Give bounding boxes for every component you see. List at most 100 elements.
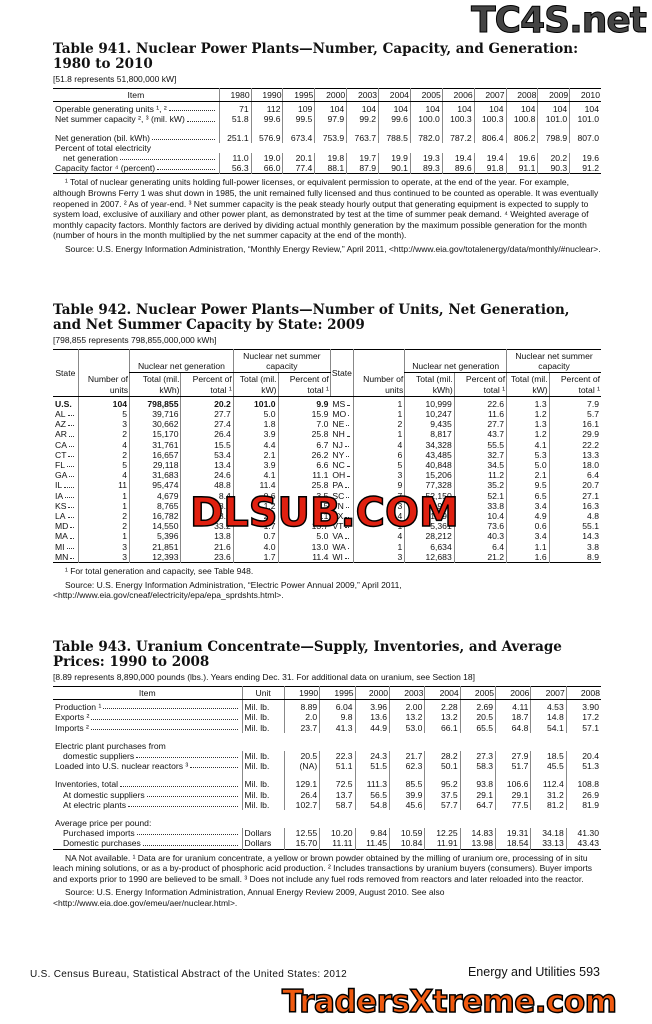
data-row: FL 5 29,118 13.4 3.9 6.6 NC 5 40,848 34.5 5.0 18.0 <box>53 460 601 471</box>
label-text: AL <box>55 409 66 420</box>
label-wrap: SC <box>332 491 351 501</box>
cell: 41.3 <box>319 722 356 733</box>
leader <box>345 480 349 488</box>
column-header: Number of units <box>352 349 405 397</box>
leader <box>68 501 74 509</box>
cell: 1 <box>77 531 130 542</box>
cell: 27.7 <box>180 409 234 420</box>
label-wrap: At electric plants <box>55 800 240 810</box>
label-text: Average price per pound: <box>55 818 152 829</box>
watermark: TradersXtreme.com <box>281 983 618 1021</box>
cell: 2 <box>352 419 405 430</box>
cell: 6.4 <box>548 470 601 481</box>
label-text: Exports ² <box>55 712 90 723</box>
cell: 89.3 <box>409 163 443 174</box>
cell: 3 <box>77 551 130 563</box>
data-row: MN 3 12,393 23.6 1.7 11.4 WI 3 12,683 21.2 1.6 8.9 <box>53 551 601 563</box>
group-header: Nuclear net summer capacity <box>232 349 331 374</box>
column-header: Percent of total ¹ <box>453 372 507 397</box>
cell: 20.7 <box>548 480 601 491</box>
cell: 77.5 <box>495 799 531 811</box>
cell: 6,634 <box>404 541 455 552</box>
cell: 45.6 <box>389 799 425 811</box>
label-text: Domestic purchases <box>63 838 141 849</box>
label-text: VA <box>332 531 344 542</box>
cell: 30,662 <box>129 419 181 430</box>
cell: 4.11 <box>495 699 531 713</box>
leader <box>190 761 238 769</box>
cell: 72.5 <box>319 771 356 790</box>
cell: 101.0 <box>569 114 601 125</box>
footer-right: Energy and Utilities 593 <box>467 965 600 979</box>
cell: 54.8 <box>354 799 390 811</box>
row-label: IL <box>53 480 78 490</box>
data-row: CA 4 31,761 15.5 4.4 6.7 NJ 4 34,328 55.5 4.1 22.2 <box>53 439 601 450</box>
leader <box>120 779 238 787</box>
cell: 13.7 <box>277 521 331 532</box>
cell: 1 <box>77 490 130 501</box>
cell: 15.70 <box>283 838 320 850</box>
row-label: CA <box>53 440 78 450</box>
column-header: 2008 <box>565 686 601 701</box>
cell: 1 <box>352 521 405 532</box>
leader <box>103 702 238 710</box>
cell: 95.2 <box>424 771 461 790</box>
cell: 673.4 <box>282 124 315 143</box>
data-row: Imports ² Mil. lb. 23.7 41.3 44.9 53.0 66.1 65.… <box>53 722 601 733</box>
label-text: TN <box>332 500 344 511</box>
cell: 14.3 <box>548 531 601 542</box>
cell: 29.1 <box>459 789 496 800</box>
cell: 16.1 <box>548 419 601 430</box>
cell: 2 <box>77 429 130 440</box>
cell: 4.1 <box>232 470 279 481</box>
label-text: MD <box>55 521 69 532</box>
cell: 71 <box>218 101 252 115</box>
cell: 10.59 <box>389 828 425 839</box>
cell: 13.98 <box>459 838 496 850</box>
cell: 10.4 <box>453 511 507 522</box>
cell: 11.6 <box>453 409 507 420</box>
leader <box>346 460 349 468</box>
cell: 19.6 <box>569 153 601 164</box>
column-header: 1980 <box>218 88 252 103</box>
column-header: Percent of total ¹ <box>277 372 331 397</box>
cell: 16.3 <box>548 500 601 512</box>
cell: 1 <box>77 500 130 512</box>
cell: 100.8 <box>505 114 538 125</box>
row-label: Average price per pound: <box>53 810 601 828</box>
cell: 34.18 <box>530 828 567 839</box>
cell: 104 <box>314 101 347 115</box>
cell: 104 <box>569 101 601 115</box>
cell: 4.4 <box>232 439 279 450</box>
label-wrap: net generation <box>55 153 217 163</box>
cell: 55.5 <box>453 439 507 450</box>
cell: 0.7 <box>232 531 279 542</box>
cell: 33.13 <box>530 838 567 850</box>
leader <box>348 409 349 417</box>
label-text: KS <box>55 500 67 511</box>
row-label: Domestic purchases <box>53 838 242 849</box>
leader <box>66 542 74 549</box>
label-text: CA <box>55 439 67 450</box>
cell: 44.9 <box>354 722 390 733</box>
data-row: Loaded into U.S. nuclear reactors ³ Mil. … <box>53 761 601 772</box>
cell: 7.9 <box>548 396 601 410</box>
label-wrap: KS <box>55 501 76 511</box>
cell: 1 <box>352 541 405 552</box>
row-label: net generation <box>53 153 219 163</box>
data-row: Production ¹ Mil. lb. 8.89 6.04 3.96 2.00 2.28… <box>53 699 601 713</box>
label-wrap: NE <box>332 419 351 429</box>
cell: 5.0 <box>232 409 279 420</box>
column-header: Total (mil. kW) <box>506 372 550 397</box>
cell: 4.53 <box>530 699 567 713</box>
cell: 100.0 <box>409 114 443 125</box>
row-label: MD <box>53 521 78 531</box>
column-header: Total (mil. kWh) <box>129 372 181 397</box>
row-label: TN <box>330 501 353 511</box>
cell: 101.0 <box>232 396 279 410</box>
label-text: Imports ² <box>55 722 89 733</box>
label-text: Electric plant purchases from <box>55 740 166 751</box>
row-label: CT <box>53 450 78 460</box>
label-wrap: IA <box>55 491 76 501</box>
leader <box>69 531 74 539</box>
